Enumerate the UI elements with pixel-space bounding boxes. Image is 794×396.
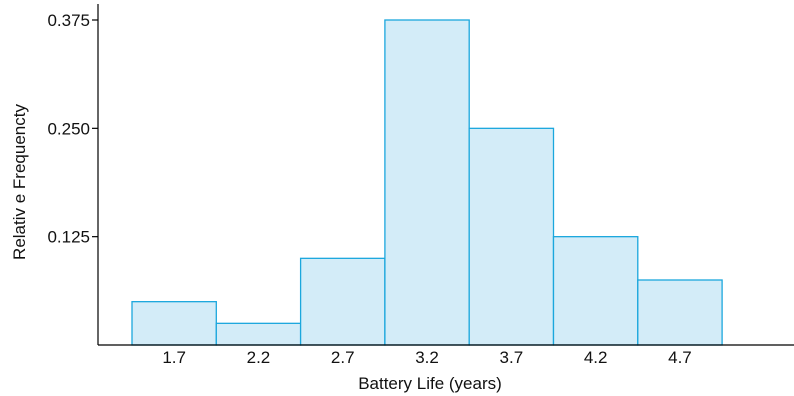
y-ticks-group: 0.125 0.250 0.375 — [47, 11, 98, 247]
x-tick-label: 3.2 — [415, 348, 439, 367]
histogram-bar — [131, 301, 217, 346]
x-axis-title: Battery Life (years) — [358, 374, 502, 393]
histogram-bar — [384, 19, 470, 346]
y-tick-label: 0.250 — [47, 119, 90, 138]
histogram-bar — [637, 279, 723, 346]
x-tick-label: 2.7 — [331, 348, 355, 367]
y-axis-title: Relativ e Frequencty — [10, 104, 29, 260]
histogram-bar — [552, 236, 639, 346]
x-tick-label: 3.7 — [500, 348, 524, 367]
histogram-bar — [468, 127, 555, 346]
histogram-bar — [215, 322, 302, 346]
x-tick-label: 4.7 — [668, 348, 692, 367]
y-tick-label: 0.375 — [47, 11, 90, 30]
bars-group — [131, 19, 723, 346]
histogram-bar — [299, 257, 386, 346]
x-ticks-group: 1.7 2.2 2.7 3.2 3.7 4.2 4.7 — [162, 348, 691, 367]
y-tick-label: 0.125 — [47, 228, 90, 247]
x-tick-label: 2.2 — [247, 348, 271, 367]
x-tick-label: 4.2 — [584, 348, 608, 367]
x-tick-label: 1.7 — [162, 348, 186, 367]
